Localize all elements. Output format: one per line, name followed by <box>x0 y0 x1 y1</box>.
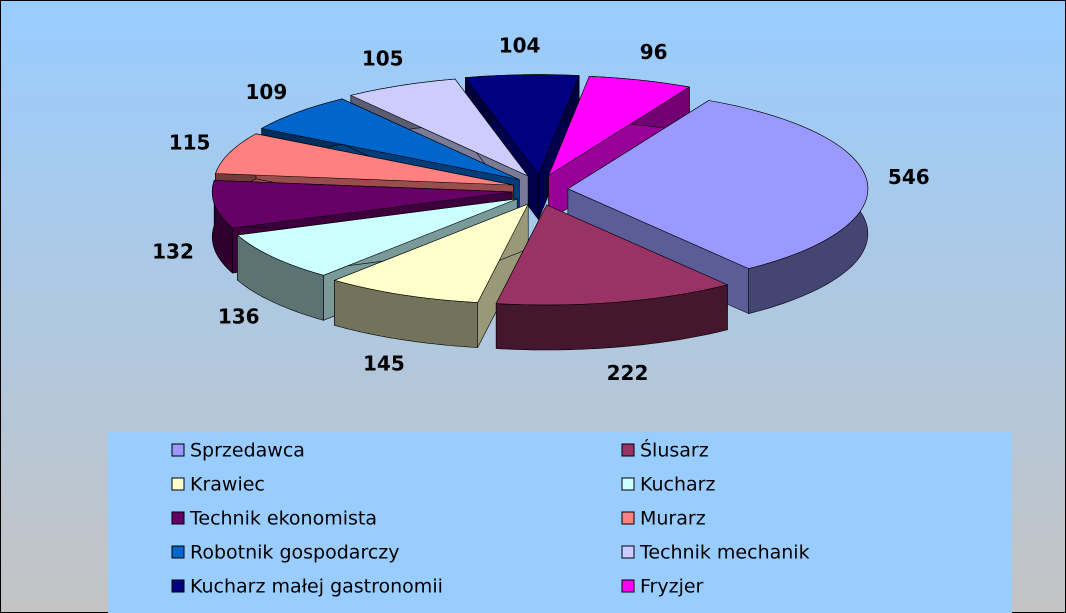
legend-swatch <box>621 443 635 457</box>
legend-swatch <box>171 579 185 593</box>
data-label: 132 <box>152 240 194 264</box>
legend-label: Sprzedawca <box>190 440 305 462</box>
legend-swatch <box>621 511 635 525</box>
slice <box>260 98 520 180</box>
data-label: 222 <box>607 361 649 385</box>
slice <box>215 133 514 186</box>
legend-label: Robotnik gospodarczy <box>190 542 400 564</box>
data-label: 145 <box>363 352 405 376</box>
slice <box>464 74 580 176</box>
slice <box>495 204 729 306</box>
legend-label: Krawiec <box>190 474 265 496</box>
data-label: 136 <box>218 305 260 329</box>
data-label: 109 <box>246 80 288 104</box>
data-label: 546 <box>888 165 930 189</box>
slice <box>567 100 869 269</box>
slice <box>236 198 518 276</box>
data-label: 105 <box>362 47 404 71</box>
data-label: 104 <box>499 33 541 57</box>
legend-swatch <box>621 579 635 593</box>
slice <box>211 180 513 229</box>
legend-label: Technik ekonomista <box>189 508 377 530</box>
pie: 546 222 145 136 132 115 109 105 104 96 <box>152 33 930 385</box>
legend-label: Kucharz małej gastronomii <box>190 576 443 598</box>
legend-swatch <box>171 477 185 491</box>
legend-swatch <box>171 511 185 525</box>
legend-label: Fryzjer <box>640 576 704 598</box>
slice <box>349 78 529 177</box>
legend-swatch <box>621 477 635 491</box>
legend-box <box>108 432 1012 613</box>
data-label: 96 <box>640 40 668 64</box>
legend-label: Ślusarz <box>640 438 709 462</box>
legend-swatch <box>621 545 635 559</box>
legend-label: Murarz <box>640 508 706 530</box>
legend-label: Technik mechanik <box>639 542 810 564</box>
legend-label: Kucharz <box>640 474 715 496</box>
data-label: 115 <box>169 130 211 154</box>
legend-swatch <box>171 545 185 559</box>
slice <box>547 75 691 177</box>
legend: Sprzedawca Ślusarz Krawiec Kucharz Technik e… <box>171 438 810 598</box>
legend-swatch <box>171 443 185 457</box>
slice <box>333 203 529 303</box>
